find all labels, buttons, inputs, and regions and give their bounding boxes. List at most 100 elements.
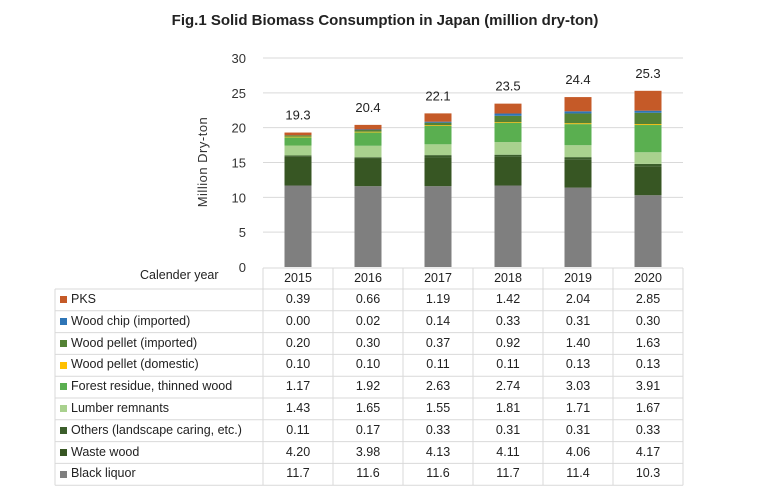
table-value: 0.13 [635, 357, 661, 372]
bar-segment [494, 154, 522, 157]
legend-swatch [60, 296, 67, 304]
bar-segment [494, 122, 522, 143]
table-value: 2.04 [565, 292, 591, 306]
legend-label: Lumber remnants [71, 401, 169, 415]
total-data-label: 25.3 [635, 66, 660, 81]
legend-label: Waste wood [71, 444, 140, 459]
table-value: 0.33 [425, 422, 451, 437]
bar-segment [634, 124, 662, 126]
y-tick-label: 30 [232, 51, 246, 66]
y-tick-label: 25 [232, 86, 246, 101]
table-value: 4.13 [425, 444, 451, 459]
table-value: 2.74 [495, 379, 521, 394]
legend-entry: PKS [55, 289, 96, 310]
table-value: 0.30 [355, 335, 381, 350]
category-header: 2020 [634, 271, 662, 285]
table-value: 0.17 [355, 422, 381, 437]
bar-segment [424, 113, 452, 122]
bar-segment [284, 155, 312, 157]
table-value: 0.31 [565, 422, 591, 437]
table-value: 1.92 [355, 379, 381, 394]
legend-entry: Waste wood [55, 442, 139, 463]
table-value: 2.85 [635, 292, 661, 306]
legend-swatch [60, 405, 67, 413]
table-value: 0.31 [565, 313, 591, 328]
table-value: 1.17 [285, 379, 311, 394]
table-value: 11.4 [566, 466, 590, 481]
bar-segment [354, 145, 382, 158]
bar-segment [634, 163, 662, 167]
table-value: 0.00 [285, 313, 311, 328]
legend-label: Others (landscape caring, etc.) [71, 422, 242, 437]
table-value: 0.92 [495, 335, 521, 350]
category-header: 2018 [494, 271, 522, 285]
bar-segment [284, 145, 312, 156]
table-value: 1.42 [495, 292, 521, 306]
y-tick-label: 10 [232, 190, 246, 205]
category-header: 2015 [284, 271, 312, 285]
table-value: 0.33 [635, 422, 661, 437]
legend-swatch [60, 448, 67, 456]
bar-segment [354, 131, 382, 133]
table-value: 11.7 [286, 466, 310, 481]
bar-segment [564, 113, 592, 124]
bar-segment [354, 186, 382, 267]
bar-segment [634, 152, 662, 164]
legend-label: Wood chip (imported) [71, 313, 191, 328]
table-value: 4.17 [635, 444, 661, 459]
bar-segment [354, 129, 382, 132]
table-value: 0.10 [285, 357, 311, 372]
bar-segment [564, 124, 592, 146]
table-value: 0.20 [285, 335, 311, 350]
table-value: 11.6 [426, 466, 450, 481]
table-value: 0.30 [635, 313, 661, 328]
table-value: 1.43 [285, 401, 311, 415]
bar-segment [354, 124, 382, 130]
legend-swatch [60, 427, 67, 434]
table-value: 11.7 [496, 466, 520, 481]
legend-swatch [60, 470, 67, 478]
table-value: 0.11 [426, 357, 450, 372]
table-value: 0.14 [425, 313, 451, 328]
table-value: 0.37 [425, 335, 451, 350]
legend-entry: Lumber remnants [55, 398, 169, 419]
bar-segment [634, 195, 662, 267]
bar-segment [634, 112, 662, 125]
legend-label: PKS [71, 292, 97, 306]
bar-segment [354, 129, 382, 131]
table-value: 1.63 [635, 335, 661, 350]
bar-segment [424, 144, 452, 156]
bar-segment [284, 135, 312, 137]
y-tick-label: 20 [232, 121, 246, 136]
table-value: 10.3 [635, 466, 661, 481]
table-value: 0.02 [355, 313, 381, 328]
table-value: 0.39 [285, 292, 311, 306]
table-value: 1.19 [425, 292, 451, 306]
legend-swatch [60, 318, 67, 325]
bar-segment [284, 156, 312, 186]
legend-swatch [60, 383, 67, 391]
y-tick-label: 5 [239, 225, 246, 240]
bar-segment [424, 121, 452, 123]
legend-entry: Black liquor [55, 463, 136, 484]
bar-segment [494, 142, 522, 155]
bar-segment [634, 125, 662, 153]
table-value: 3.98 [355, 444, 381, 459]
table-value: 1.81 [495, 401, 521, 415]
chart-title: Fig.1 Solid Biomass Consumption in Japan… [171, 12, 599, 29]
legend-entry: Wood pellet (domestic) [55, 354, 199, 375]
bar-segment [284, 185, 312, 267]
table-value: 0.13 [565, 357, 591, 372]
table-value: 0.33 [495, 313, 521, 328]
bar-segment [564, 159, 592, 188]
bar-segment [564, 111, 592, 114]
bar-segment [494, 185, 522, 267]
bar-segment [564, 97, 592, 112]
bar-segment [354, 132, 382, 146]
table-value: 1.65 [355, 401, 381, 415]
legend-swatch [60, 339, 67, 347]
total-data-label: 19.3 [285, 108, 310, 123]
bar-segment [564, 157, 592, 160]
x-axis-title: Calender year [140, 268, 219, 282]
category-header: 2016 [354, 271, 382, 285]
